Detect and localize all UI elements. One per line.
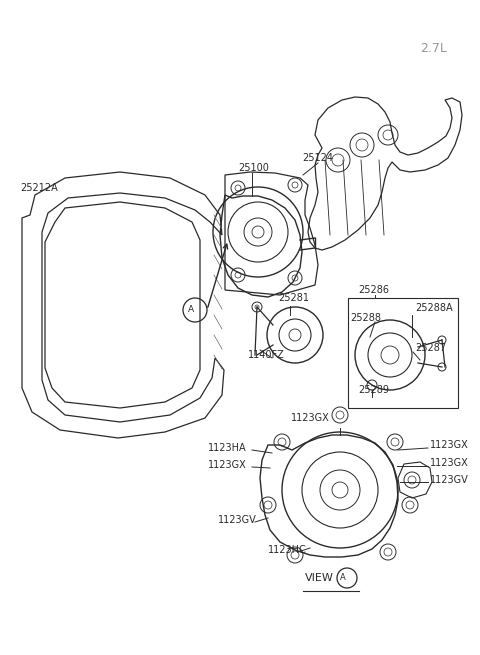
Text: 25289: 25289: [358, 385, 389, 395]
Text: 1123GV: 1123GV: [430, 475, 469, 485]
Text: 25288A: 25288A: [415, 303, 453, 313]
Text: A: A: [188, 305, 194, 314]
Text: 1140FZ: 1140FZ: [248, 350, 285, 360]
Text: 25124: 25124: [302, 153, 333, 163]
Text: 1123GX: 1123GX: [430, 458, 469, 468]
Text: 1123GX: 1123GX: [290, 413, 329, 423]
Text: 1123GX: 1123GX: [430, 440, 469, 450]
Text: VIEW: VIEW: [305, 573, 334, 583]
Text: 25288: 25288: [350, 313, 381, 323]
Text: 1123HA: 1123HA: [208, 443, 247, 453]
Text: 25286: 25286: [358, 285, 389, 295]
Text: 1123GX: 1123GX: [208, 460, 247, 470]
Text: 25287: 25287: [415, 343, 446, 353]
Text: 25100: 25100: [238, 163, 269, 173]
Text: 1123HC: 1123HC: [268, 545, 307, 555]
Text: A: A: [340, 574, 346, 582]
Text: 25281: 25281: [278, 293, 309, 303]
Text: 1123GV: 1123GV: [218, 515, 257, 525]
Text: 2.7L: 2.7L: [420, 41, 447, 54]
Text: 25212A: 25212A: [20, 183, 58, 193]
